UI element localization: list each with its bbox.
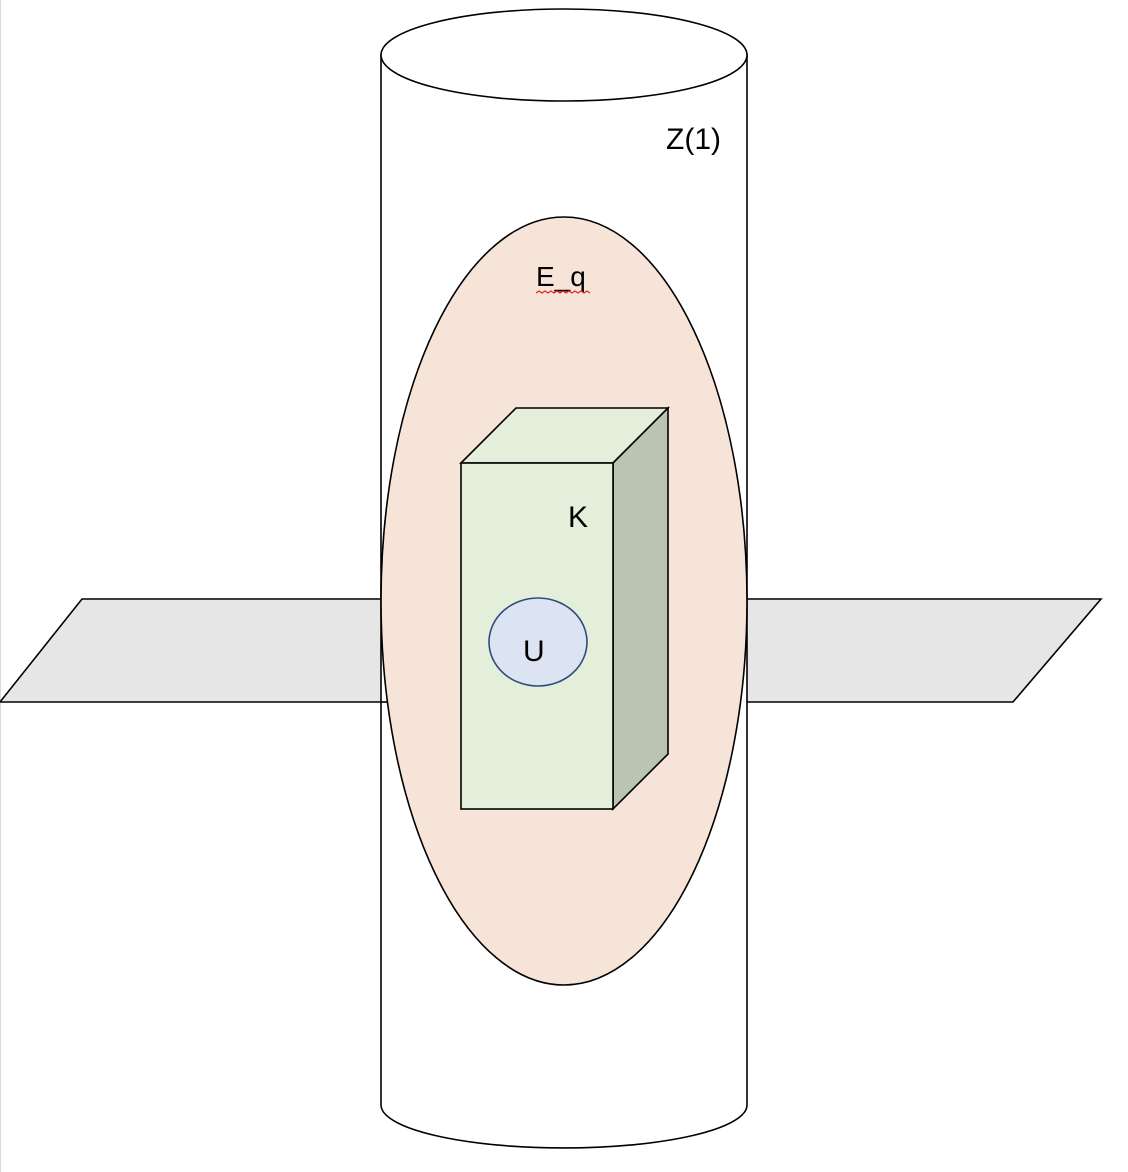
label-box: K (568, 501, 588, 534)
label-circle: U (523, 635, 545, 668)
box-side-face (612, 406, 669, 811)
circle-u (488, 597, 588, 687)
label-ellipse: E_q (536, 261, 586, 292)
cylinder-top-cap (380, 8, 748, 102)
page-edge (0, 0, 1, 1172)
label-cylinder: Z(1) (666, 123, 721, 156)
spellcheck-squiggle (535, 290, 591, 294)
